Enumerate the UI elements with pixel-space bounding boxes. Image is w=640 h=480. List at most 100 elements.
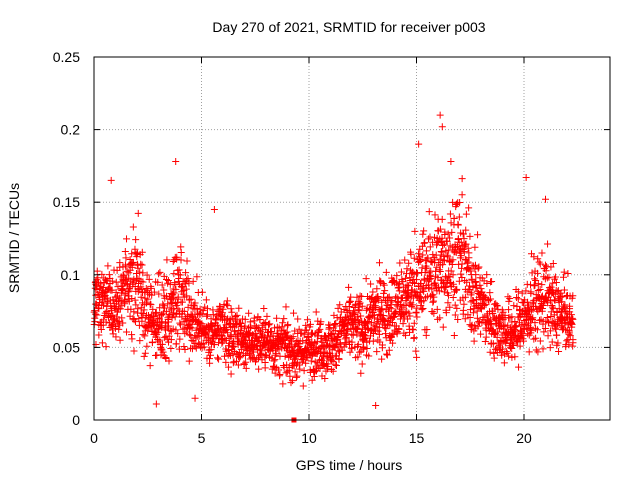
data-point xyxy=(564,269,572,277)
data-point xyxy=(220,352,228,360)
data-point xyxy=(91,310,99,318)
data-point xyxy=(224,363,232,371)
data-point xyxy=(505,297,513,305)
data-point xyxy=(565,327,573,335)
data-point xyxy=(139,278,147,286)
data-point xyxy=(237,326,245,334)
data-point xyxy=(378,298,386,306)
data-point xyxy=(334,304,342,312)
data-point xyxy=(187,295,195,303)
data-point xyxy=(460,300,468,308)
data-point xyxy=(353,324,361,332)
data-point xyxy=(392,293,400,301)
data-point xyxy=(374,327,382,335)
data-point xyxy=(531,281,539,289)
data-point xyxy=(412,308,420,316)
data-point xyxy=(428,291,436,299)
data-point xyxy=(439,323,447,331)
data-point xyxy=(255,365,263,373)
data-point xyxy=(181,346,189,354)
data-point xyxy=(188,324,196,332)
data-point xyxy=(216,304,224,312)
data-point xyxy=(526,323,534,331)
data-point xyxy=(128,263,136,271)
y-tick-label: 0.25 xyxy=(53,49,80,65)
data-point xyxy=(494,328,502,336)
data-point xyxy=(235,304,243,312)
data-point xyxy=(299,382,307,390)
data-point xyxy=(477,330,485,338)
data-point xyxy=(164,277,172,285)
data-point xyxy=(560,286,568,294)
data-point xyxy=(466,232,474,240)
data-point xyxy=(131,296,139,304)
data-point xyxy=(558,293,566,301)
data-point xyxy=(470,337,478,345)
data-point xyxy=(292,373,300,381)
data-point xyxy=(474,231,482,239)
data-point xyxy=(431,211,439,219)
data-point xyxy=(505,306,513,314)
data-point xyxy=(566,332,574,340)
data-point xyxy=(212,316,220,324)
data-point xyxy=(520,337,528,345)
data-point xyxy=(271,351,279,359)
data-point xyxy=(499,345,507,353)
data-point xyxy=(561,301,569,309)
data-point xyxy=(419,230,427,238)
data-point xyxy=(489,326,497,334)
data-point xyxy=(511,353,519,361)
data-point xyxy=(146,362,154,370)
data-point xyxy=(185,357,193,365)
data-point xyxy=(123,328,131,336)
data-point xyxy=(413,353,421,361)
data-point xyxy=(210,205,218,213)
data-point xyxy=(215,355,223,363)
data-point xyxy=(453,304,461,312)
data-point xyxy=(449,271,457,279)
data-point xyxy=(410,319,418,327)
data-point xyxy=(173,299,181,307)
data-point xyxy=(241,315,249,323)
data-point xyxy=(534,269,542,277)
data-point xyxy=(527,306,535,314)
data-point xyxy=(158,310,166,318)
data-point xyxy=(302,321,310,329)
data-point xyxy=(558,308,566,316)
data-point xyxy=(428,308,436,316)
data-point xyxy=(461,293,469,301)
data-point xyxy=(541,261,549,269)
data-point xyxy=(485,297,493,305)
data-point xyxy=(409,325,417,333)
data-point xyxy=(444,299,452,307)
data-point xyxy=(175,274,183,282)
data-point xyxy=(444,291,452,299)
data-point xyxy=(419,304,427,312)
data-point xyxy=(165,357,173,365)
data-point xyxy=(362,334,370,342)
data-point xyxy=(104,262,112,270)
data-point xyxy=(374,296,382,304)
data-point xyxy=(116,259,124,267)
data-point xyxy=(185,279,193,287)
data-point xyxy=(549,260,557,268)
data-point xyxy=(548,302,556,310)
data-point xyxy=(162,353,170,361)
data-point xyxy=(97,326,105,334)
data-point xyxy=(508,345,516,353)
data-point xyxy=(530,335,538,343)
data-point xyxy=(357,369,365,377)
data-point xyxy=(159,309,167,317)
data-point xyxy=(542,267,550,275)
data-point xyxy=(116,336,124,344)
data-point xyxy=(250,314,258,322)
data-point xyxy=(158,318,166,326)
data-point xyxy=(271,369,279,377)
data-point xyxy=(265,321,273,329)
data-point xyxy=(545,273,553,281)
data-point xyxy=(386,304,394,312)
data-point xyxy=(171,313,179,321)
data-point xyxy=(363,344,371,352)
data-point xyxy=(155,270,163,278)
data-point xyxy=(346,348,354,356)
